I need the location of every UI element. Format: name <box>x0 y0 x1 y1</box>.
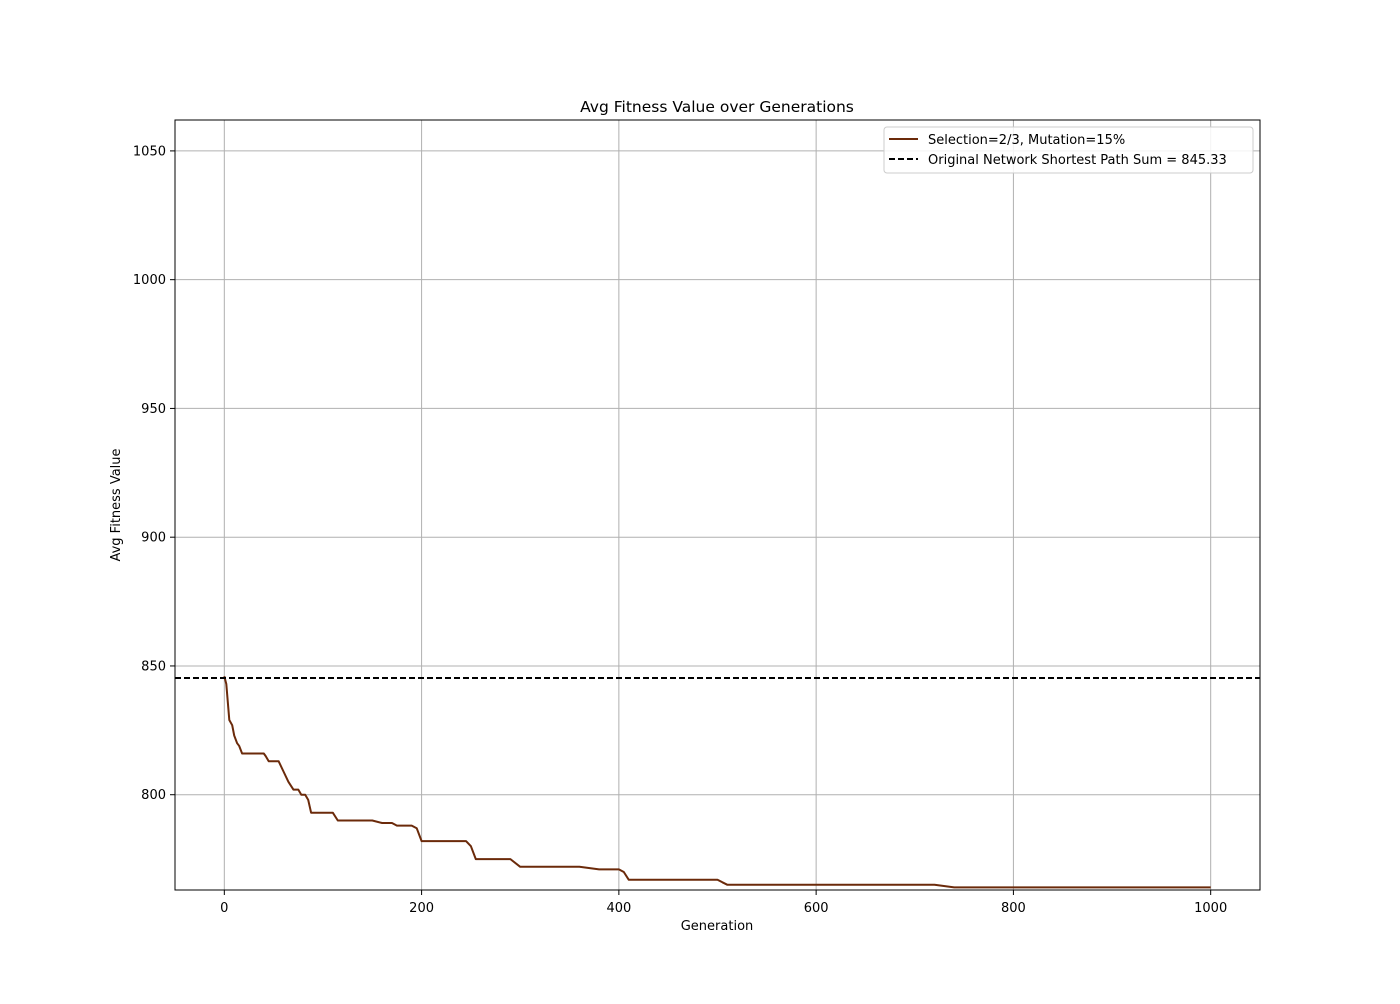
chart-title: Avg Fitness Value over Generations <box>580 98 854 116</box>
ticks-layer: 0 200 400 600 800 1000 800 850 900 950 1000 1050 <box>133 144 1227 916</box>
y-tick-label: 950 <box>141 402 166 417</box>
legend-label-reference-line: Original Network Shortest Path Sum = 845… <box>928 153 1227 168</box>
x-axis-label: Generation <box>681 919 754 934</box>
x-tick-label: 200 <box>409 901 434 916</box>
x-tick-label: 600 <box>804 901 829 916</box>
x-tick-label: 1000 <box>1194 901 1227 916</box>
series-line <box>223 676 1211 889</box>
y-tick-label: 1000 <box>133 273 166 288</box>
x-tick-label: 800 <box>1001 901 1026 916</box>
y-tick-label: 850 <box>141 659 166 674</box>
y-tick-label: 900 <box>141 531 166 546</box>
legend-label-series-line: Selection=2/3, Mutation=15% <box>928 133 1125 148</box>
plot-frame <box>174 119 1261 891</box>
series-layer <box>175 676 1260 889</box>
legend: Selection=2/3, Mutation=15% Original Net… <box>883 126 1254 174</box>
y-axis-label: Avg Fitness Value <box>109 448 124 561</box>
grid-layer <box>175 120 1260 890</box>
y-tick-label: 800 <box>141 788 166 803</box>
y-tick-label: 1050 <box>133 144 166 159</box>
x-tick-label: 400 <box>606 901 631 916</box>
legend-box <box>883 126 1254 174</box>
x-tick-label: 0 <box>220 901 228 916</box>
